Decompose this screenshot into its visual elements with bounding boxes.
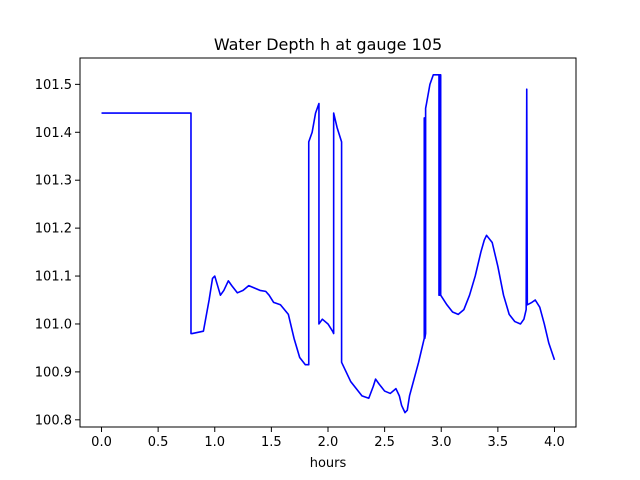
y-tick-label: 101.4: [35, 126, 72, 141]
x-tick-label: 1.5: [261, 435, 282, 450]
y-tick-label: 100.8: [35, 413, 72, 428]
series-line: [101, 73, 556, 414]
y-tick-label: 101.2: [35, 222, 72, 237]
x-tick-label: 2.0: [318, 435, 339, 450]
x-tick-label: 4.0: [544, 435, 565, 450]
y-tick-label: 101.1: [35, 270, 72, 285]
x-axis: 0.0 0.5 1.0 1.5 2.0 2.5 3.0 3.5 4.0: [91, 427, 565, 450]
chart-title: Water Depth h at gauge 105: [214, 35, 442, 54]
axes-background: [80, 58, 576, 427]
x-tick-label: 0.0: [91, 435, 112, 450]
y-axis: 100.8 100.9 101.0 101.1 101.2 101.3 101.4 101.5: [35, 78, 80, 428]
plot-area: [79, 57, 577, 428]
x-tick-label: 3.0: [431, 435, 452, 450]
y-tick-label: 101.3: [35, 174, 72, 189]
x-tick-label: 1.0: [204, 435, 225, 450]
y-tick-label: 101.0: [35, 317, 72, 332]
x-axis-label: hours: [310, 456, 347, 471]
x-tick-label: 3.5: [488, 435, 509, 450]
series-layer: [101, 73, 556, 414]
x-tick-label: 0.5: [148, 435, 169, 450]
y-tick-label: 100.9: [35, 365, 72, 380]
y-tick-label: 101.5: [35, 78, 72, 93]
x-tick-label: 2.5: [374, 435, 395, 450]
